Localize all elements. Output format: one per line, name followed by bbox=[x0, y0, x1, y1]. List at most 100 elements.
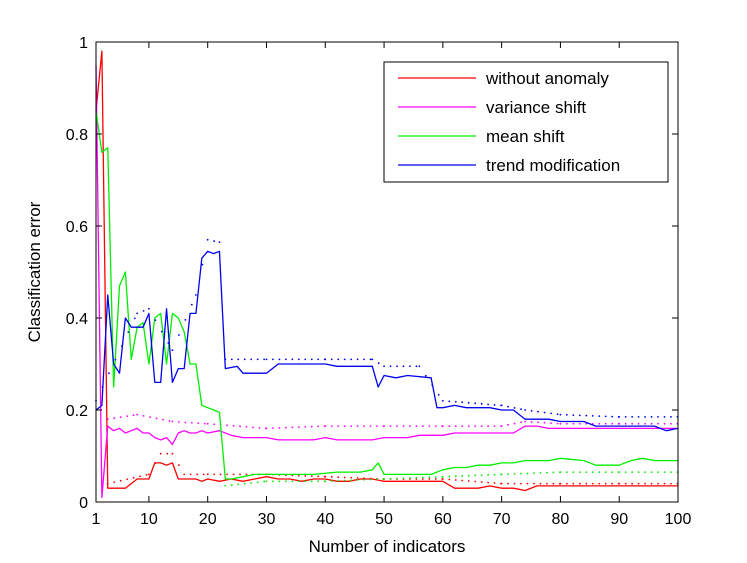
series-dot-mean-shift bbox=[637, 471, 640, 473]
series-dot-trend-modification bbox=[543, 411, 546, 414]
series-dot-without-anomaly bbox=[132, 476, 135, 479]
series-dot-variance-shift bbox=[513, 422, 516, 425]
series-dot-trend-modification bbox=[304, 358, 307, 361]
series-dot-variance-shift bbox=[559, 422, 562, 425]
series-dot-trend-modification bbox=[250, 358, 253, 361]
series-dot-trend-modification bbox=[556, 413, 559, 416]
series-dot-without-anomaly bbox=[434, 478, 437, 480]
series-dot-variance-shift bbox=[520, 421, 522, 424]
series-dot-variance-shift bbox=[441, 425, 444, 427]
series-dot-without-anomaly bbox=[350, 476, 353, 479]
series-dot-trend-modification bbox=[371, 358, 374, 361]
series-dot-without-anomaly bbox=[480, 481, 483, 483]
series-dot-trend-modification bbox=[377, 362, 380, 365]
series-dot-trend-modification bbox=[190, 303, 193, 306]
x-tick-label: 60 bbox=[434, 511, 452, 528]
series-dot-trend-modification bbox=[324, 358, 327, 361]
series-dot-without-anomaly bbox=[415, 478, 418, 480]
series-dot-trend-modification bbox=[363, 358, 365, 361]
series-dot-without-anomaly bbox=[631, 482, 634, 485]
series-dot-trend-modification bbox=[500, 404, 503, 407]
series-dot-variance-shift bbox=[389, 425, 392, 427]
series-dot-mean-shift bbox=[539, 471, 542, 474]
series-dot-without-anomaly bbox=[598, 482, 601, 485]
series-dot-mean-shift bbox=[291, 480, 294, 483]
series-dot-variance-shift bbox=[324, 425, 327, 427]
series-dot-mean-shift bbox=[250, 482, 253, 484]
y-tick-label: 0.8 bbox=[66, 127, 88, 144]
series-dot-trend-modification bbox=[389, 365, 392, 368]
series-dot-mean-shift bbox=[415, 476, 418, 479]
series-dot-trend-modification bbox=[565, 413, 568, 416]
series-dot-trend-modification bbox=[572, 414, 575, 417]
series-dot-variance-shift bbox=[232, 424, 235, 427]
series-dot-variance-shift bbox=[190, 421, 193, 424]
series-dot-trend-modification bbox=[265, 358, 268, 361]
series-dot-variance-shift bbox=[467, 425, 470, 427]
series-dot-variance-shift bbox=[203, 422, 206, 425]
series-dot-trend-modification bbox=[624, 416, 627, 418]
series-dot-without-anomaly bbox=[474, 480, 477, 483]
series-dot-without-anomaly bbox=[618, 482, 621, 485]
series-dot-mean-shift bbox=[224, 485, 227, 487]
series-dot-variance-shift bbox=[611, 422, 614, 425]
series-dot-variance-shift bbox=[454, 425, 457, 427]
series-dot-trend-modification bbox=[237, 358, 240, 361]
series-dot-mean-shift bbox=[487, 474, 490, 476]
series-dot-variance-shift bbox=[252, 426, 254, 429]
x-axis-label: Number of indicators bbox=[309, 537, 466, 556]
series-dot-mean-shift bbox=[670, 471, 672, 473]
series-dot-trend-modification bbox=[418, 365, 421, 368]
series-dot-trend-modification bbox=[474, 402, 477, 405]
x-tick-label: 20 bbox=[199, 511, 217, 528]
series-dot-variance-shift bbox=[461, 425, 464, 427]
series-dot-trend-modification bbox=[272, 358, 274, 361]
series-dot-without-anomaly bbox=[356, 477, 359, 479]
series-dot-mean-shift bbox=[454, 475, 457, 478]
series-dot-trend-modification bbox=[218, 241, 221, 244]
series-dot-without-anomaly bbox=[219, 473, 222, 476]
series-dot-trend-modification bbox=[657, 416, 659, 418]
series-dot-mean-shift bbox=[402, 477, 405, 480]
series-dot-variance-shift bbox=[126, 415, 129, 418]
y-tick-label: 0.2 bbox=[66, 403, 88, 420]
series-dot-without-anomaly bbox=[245, 473, 248, 476]
series-dot-trend-modification bbox=[317, 358, 320, 361]
series-dot-without-anomaly bbox=[189, 473, 192, 476]
series-dot-mean-shift bbox=[461, 475, 464, 477]
series-dot-trend-modification bbox=[591, 414, 594, 417]
series-dot-variance-shift bbox=[631, 422, 634, 425]
series-dot-without-anomaly bbox=[604, 482, 607, 485]
series-dot-trend-modification bbox=[530, 409, 533, 412]
series-dot-variance-shift bbox=[106, 418, 109, 421]
series-dot-variance-shift bbox=[162, 418, 164, 421]
series-dot-without-anomaly bbox=[670, 482, 672, 485]
series-dot-trend-modification bbox=[650, 416, 653, 418]
series-dot-without-anomaly bbox=[539, 482, 542, 485]
series-dot-variance-shift bbox=[149, 416, 151, 419]
legend: without anomaly variance shift mean shift t… bbox=[383, 61, 669, 183]
series-dot-mean-shift bbox=[526, 472, 529, 475]
series-dot-variance-shift bbox=[213, 423, 216, 426]
y-tick-label: 0.4 bbox=[66, 311, 88, 328]
series-dot-without-anomaly bbox=[206, 473, 209, 476]
series-dot-without-anomaly bbox=[139, 475, 141, 478]
series-dot-mean-shift bbox=[297, 480, 300, 483]
series-dot-trend-modification bbox=[291, 358, 294, 361]
series-dot-variance-shift bbox=[598, 422, 601, 425]
series-dot-trend-modification bbox=[467, 401, 470, 404]
series-dot-mean-shift bbox=[409, 477, 411, 479]
series-dot-mean-shift bbox=[356, 479, 359, 481]
legend-entry-label: without anomaly bbox=[485, 69, 609, 88]
series-dot-variance-shift bbox=[136, 413, 139, 416]
series-dot-mean-shift bbox=[369, 478, 372, 481]
series-dot-trend-modification bbox=[415, 365, 418, 368]
series-dot-mean-shift bbox=[237, 483, 240, 486]
series-dot-mean-shift bbox=[480, 474, 483, 477]
series-dot-variance-shift bbox=[330, 425, 333, 427]
series-dot-variance-shift bbox=[297, 426, 300, 429]
series-dot-mean-shift bbox=[428, 476, 431, 479]
series-dot-variance-shift bbox=[550, 422, 552, 425]
series-dot-without-anomaly bbox=[533, 482, 535, 485]
series-dot-variance-shift bbox=[383, 425, 385, 427]
